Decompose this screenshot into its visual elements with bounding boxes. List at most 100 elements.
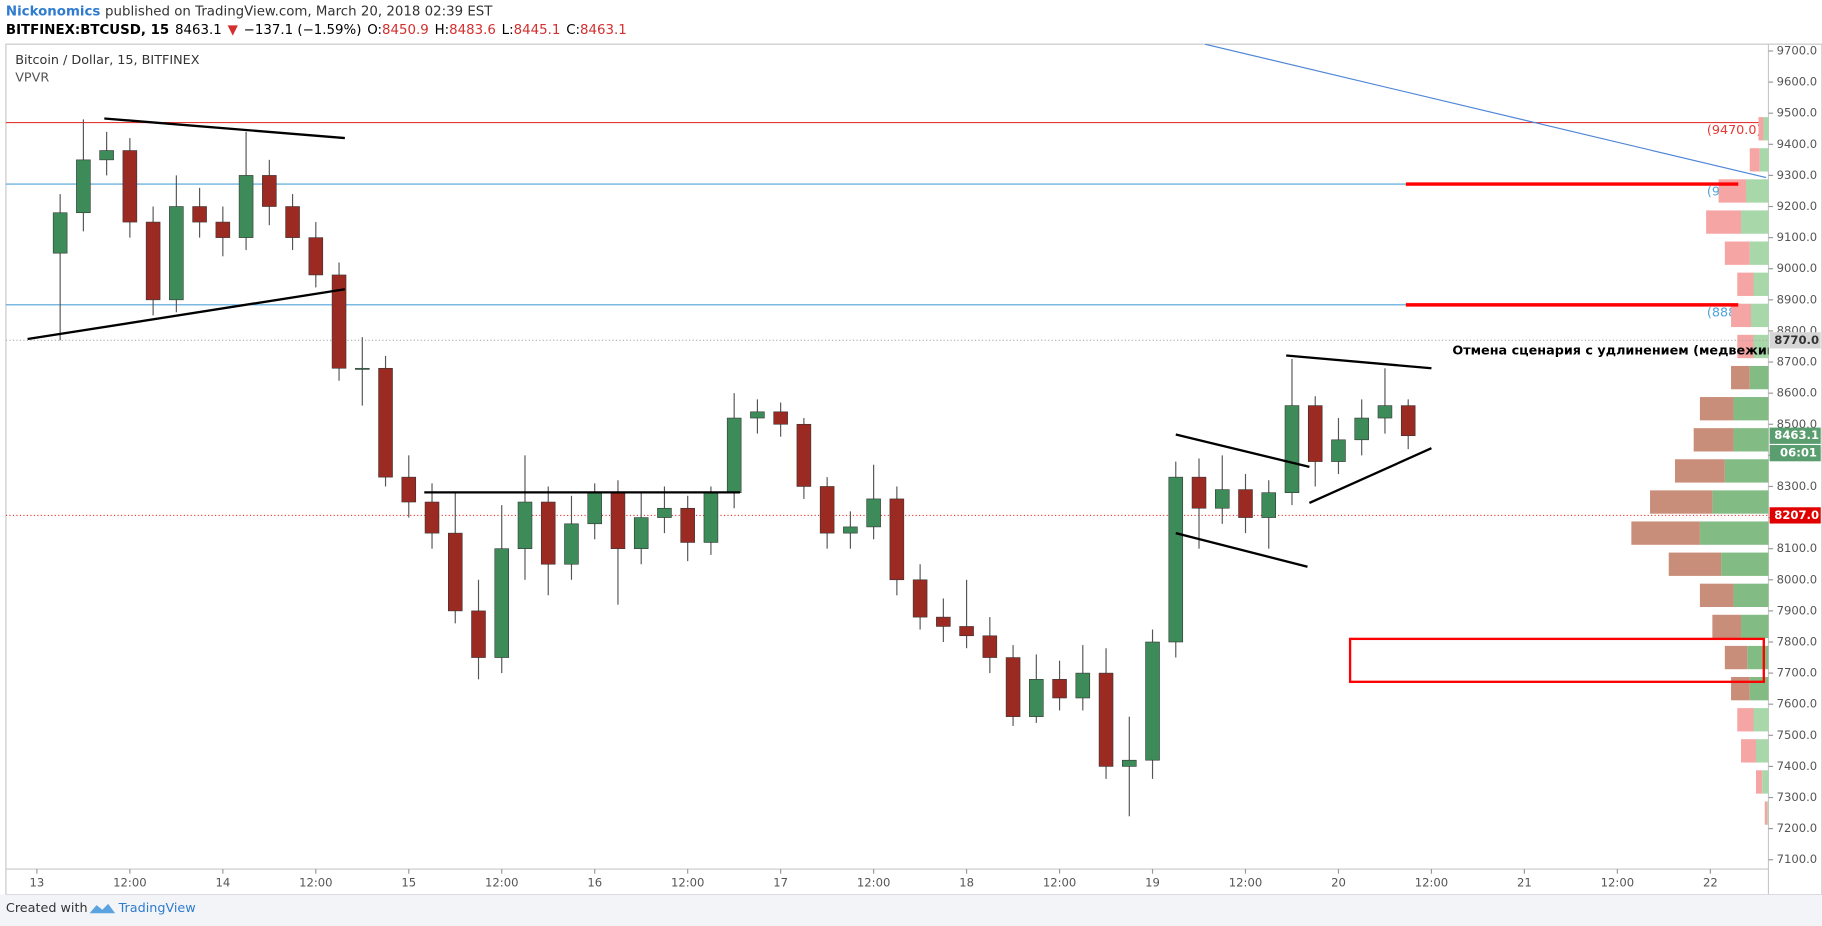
volume-up (1751, 303, 1769, 328)
published-note: published on TradingView.com, March 20, … (105, 5, 493, 20)
price-marker-label: 8770.0 (1774, 333, 1819, 347)
candle-body (1122, 759, 1137, 767)
volume-down (1693, 428, 1734, 452)
zone-rectangle (1348, 637, 1765, 683)
candle-body (936, 616, 951, 627)
volume-up (1749, 676, 1769, 701)
quote-part: ▼ (228, 23, 239, 38)
x-tick-label: 19 (1145, 876, 1160, 890)
candle-body (1005, 657, 1021, 717)
y-tick-label: 8300.0 (1777, 479, 1818, 493)
x-tick-label: 12:00 (857, 876, 890, 890)
level-label: (9470.0) (1707, 123, 1762, 138)
candle-body (122, 150, 138, 223)
volume-up (1733, 397, 1769, 421)
candle-body (680, 507, 695, 543)
quote-part: 8450.9 (382, 23, 429, 38)
volume-down (1674, 459, 1725, 483)
x-tick-label: 14 (215, 876, 230, 890)
volume-down (1699, 583, 1734, 608)
candle-body (1214, 489, 1230, 509)
x-tick-label: 17 (773, 876, 788, 890)
candle-body (1284, 405, 1300, 493)
trend-line (1308, 447, 1432, 505)
x-tick-label: 12:00 (1601, 876, 1634, 890)
volume-down (1764, 801, 1768, 825)
volume-up (1749, 365, 1769, 390)
price-marker (1769, 507, 1821, 524)
candle-body (633, 517, 649, 549)
price-marker-label: 8207.0 (1774, 508, 1819, 522)
price-marker (1769, 427, 1821, 444)
volume-up (1759, 148, 1769, 172)
candle-body (1354, 417, 1369, 441)
plot-area: (9470.0)(9272.2)(8883.9)Отмена сценария … (5, 44, 1781, 825)
y-tick-label: 8100.0 (1777, 541, 1818, 555)
trend-line (104, 117, 345, 140)
candle-body (1052, 679, 1067, 699)
x-tick-label: 15 (401, 876, 416, 890)
candle-body (819, 486, 835, 534)
volume-down (1699, 397, 1734, 421)
y-tick-label: 7900.0 (1777, 603, 1818, 617)
trend-line (1175, 433, 1310, 469)
y-tick-label: 9200.0 (1777, 199, 1818, 213)
volume-up (1747, 645, 1769, 670)
volume-up (1741, 614, 1769, 639)
candle-body (610, 492, 626, 549)
countdown-label: 06:01 (1780, 446, 1817, 460)
candle-body (1261, 492, 1277, 518)
y-tick-label: 8700.0 (1777, 355, 1818, 369)
y-tick-label: 7200.0 (1777, 821, 1818, 835)
candle-body (866, 498, 881, 528)
quote-part: 8463.1 (580, 23, 627, 38)
footer-created: Created with (6, 901, 88, 916)
volume-down (1724, 645, 1748, 670)
candle-body (169, 206, 184, 301)
y-tick-label: 9600.0 (1777, 75, 1818, 89)
candle-body (703, 492, 719, 543)
trend-line (1286, 354, 1432, 370)
y-tick-label: 7100.0 (1777, 852, 1818, 866)
author[interactable]: Nickonomics (6, 5, 100, 20)
candle-body (262, 175, 277, 207)
candle-body (517, 501, 533, 549)
x-tick-label: 22 (1703, 876, 1718, 890)
volume-down (1706, 210, 1742, 234)
candle-body (1238, 489, 1253, 518)
candle-body (796, 423, 812, 487)
candle-body (912, 579, 928, 618)
y-tick-label: 9000.0 (1777, 261, 1818, 275)
quote-part: L: (502, 23, 514, 38)
volume-up (1753, 708, 1769, 732)
volume-down (1755, 770, 1763, 794)
candle-body (1307, 405, 1323, 462)
indicator-label: VPVR (15, 70, 49, 85)
candle-body (1098, 672, 1114, 767)
candle-body (1168, 476, 1184, 643)
y-tick-label: 8900.0 (1777, 292, 1818, 306)
candle-body (215, 221, 231, 238)
y-tick-label: 8600.0 (1777, 386, 1818, 400)
y-tick-label: 8000.0 (1777, 572, 1818, 586)
candle-body (424, 501, 440, 534)
candle-body (1191, 476, 1207, 509)
volume-up (1712, 490, 1769, 514)
x-tick-label: 12:00 (671, 876, 704, 890)
trend-line (1175, 532, 1308, 568)
candle-body (76, 159, 91, 214)
price-marker-label: 8463.1 (1774, 428, 1819, 442)
annotation: Отмена сценария с удлинением (медвежий) (1452, 344, 1781, 359)
footer-brand[interactable]: TradingView (118, 901, 196, 916)
axes: 7100.0 7200.0 7300.0 7400.0 7500.0 7600.0 7700… (30, 43, 1821, 890)
candle-body (145, 221, 161, 301)
y-tick-label: 8500.0 (1777, 417, 1818, 431)
candle-body (378, 367, 393, 478)
candle-body (1400, 405, 1416, 437)
quote-line: BITFINEX:BTCUSD, 15 8463.1 ▼ −137.1 (−1.59%… (6, 23, 627, 38)
quote-part: 8483.6 (449, 23, 496, 38)
candle-body (52, 212, 68, 254)
candle-body (471, 610, 486, 658)
volume-up (1721, 552, 1769, 576)
